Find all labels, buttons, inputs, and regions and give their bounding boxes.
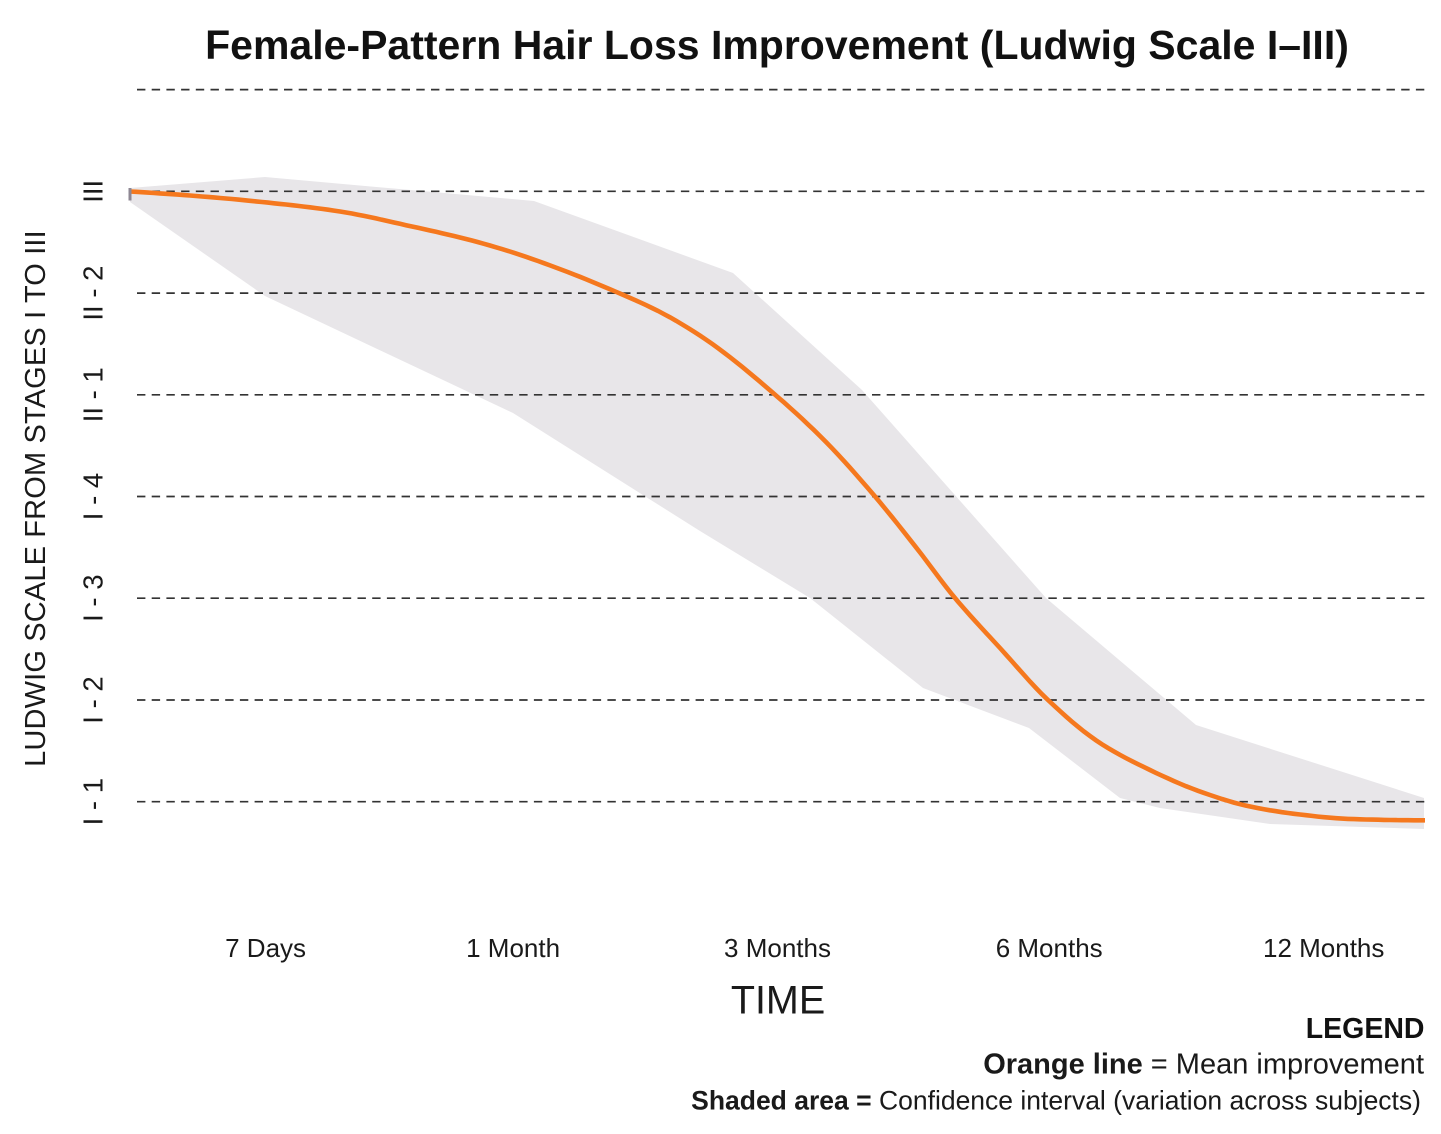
svg-text:Orange line = Mean improvement: Orange line = Mean improvement <box>983 1049 1424 1081</box>
svg-text:I - 3: I - 3 <box>78 575 109 622</box>
svg-text:12 Months: 12 Months <box>1263 933 1384 963</box>
svg-text:3 Months: 3 Months <box>724 933 831 963</box>
svg-text:II - 1: II - 1 <box>78 367 109 422</box>
svg-text:7 Days: 7 Days <box>225 933 306 963</box>
svg-text:I - 1: I - 1 <box>78 778 109 825</box>
svg-text:Female-Pattern Hair Loss Impro: Female-Pattern Hair Loss Improvement (Lu… <box>205 22 1349 68</box>
svg-text:1 Month: 1 Month <box>466 933 560 963</box>
svg-text:II - 2: II - 2 <box>78 266 109 321</box>
svg-text:6 Months: 6 Months <box>996 933 1103 963</box>
svg-text:LEGEND: LEGEND <box>1306 1013 1425 1045</box>
svg-text:LUDWIG SCALE FROM STAGES I TO: LUDWIG SCALE FROM STAGES I TO III <box>20 230 52 767</box>
svg-text:TIME: TIME <box>731 979 825 1023</box>
svg-text:III: III <box>78 180 109 203</box>
svg-text:I - 2: I - 2 <box>78 676 109 723</box>
svg-text:I - 4: I - 4 <box>78 473 109 520</box>
svg-text:Shaded area = Confidence inter: Shaded area = Confidence interval (varia… <box>691 1086 1421 1116</box>
